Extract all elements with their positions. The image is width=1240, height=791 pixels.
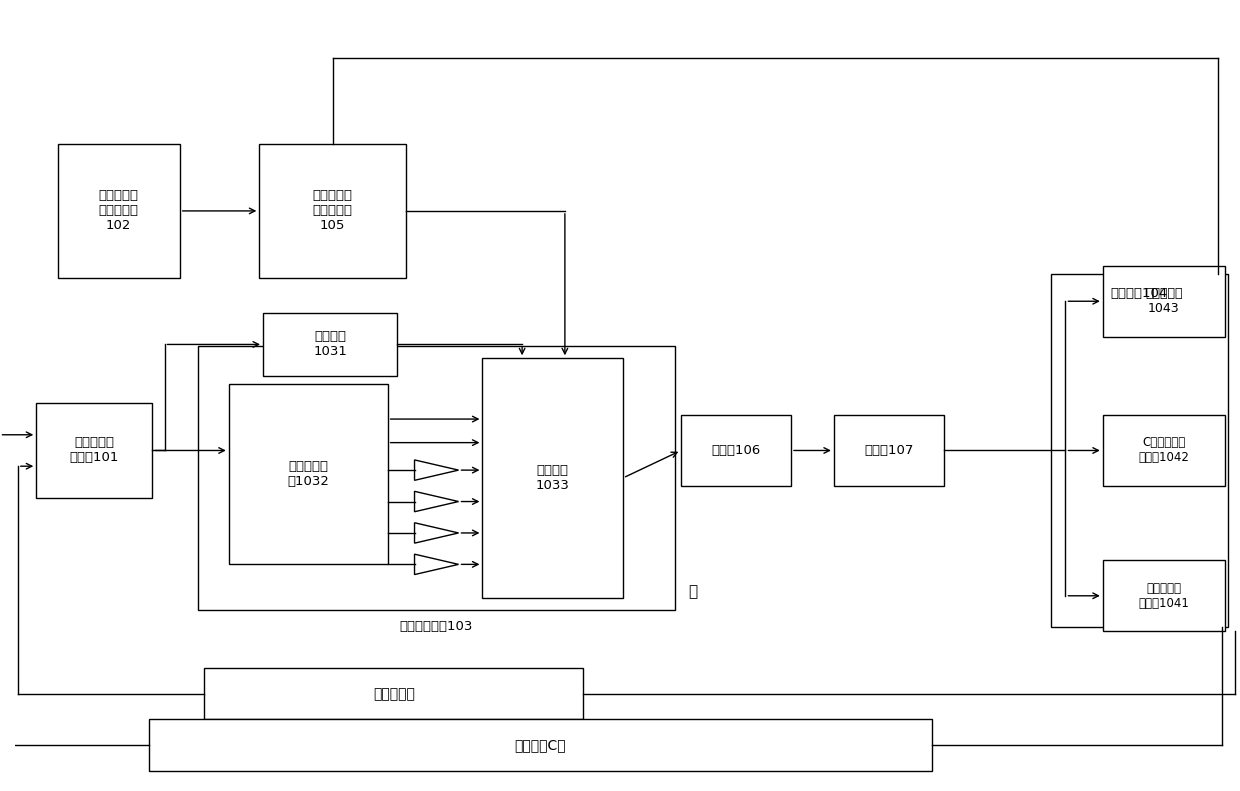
- Bar: [482, 358, 622, 598]
- Bar: [1102, 266, 1225, 337]
- Text: 分频电路
1031: 分频电路 1031: [314, 331, 347, 358]
- Bar: [833, 415, 944, 486]
- Text: 驯服参考信
号输入端口
102: 驯服参考信 号输入端口 102: [99, 189, 139, 233]
- Bar: [681, 415, 791, 486]
- Text: 量子系统C场: 量子系统C场: [515, 738, 567, 752]
- Bar: [149, 720, 931, 770]
- Text: 统计电路
1033: 统计电路 1033: [536, 464, 569, 492]
- Text: 倍频处理电
路1032: 倍频处理电 路1032: [288, 460, 329, 488]
- Text: 调整电路104: 调整电路104: [1111, 287, 1168, 300]
- Text: 频率处理电路103: 频率处理电路103: [399, 620, 474, 634]
- Bar: [259, 144, 405, 278]
- Bar: [1102, 561, 1225, 631]
- Text: 锁相环电路: 锁相环电路: [373, 687, 414, 701]
- Text: －: －: [688, 585, 698, 600]
- Bar: [198, 346, 675, 610]
- Bar: [205, 668, 583, 720]
- Bar: [36, 403, 153, 498]
- Text: 驯服参考信
号检测电路
105: 驯服参考信 号检测电路 105: [312, 189, 352, 233]
- Text: C场电流子调
整电路1042: C场电流子调 整电路1042: [1138, 437, 1189, 464]
- Text: 本振频率输
入端口101: 本振频率输 入端口101: [69, 437, 119, 464]
- Text: 锁相环子调
整电路1041: 锁相环子调 整电路1041: [1138, 582, 1189, 610]
- Bar: [1102, 415, 1225, 486]
- Bar: [1050, 274, 1228, 627]
- Bar: [57, 144, 180, 278]
- Bar: [228, 384, 388, 564]
- Text: 判断器107: 判断器107: [864, 444, 914, 457]
- Bar: [263, 313, 397, 376]
- Text: 反馈子电路
1043: 反馈子电路 1043: [1145, 287, 1183, 316]
- Text: 滤波器106: 滤波器106: [712, 444, 760, 457]
